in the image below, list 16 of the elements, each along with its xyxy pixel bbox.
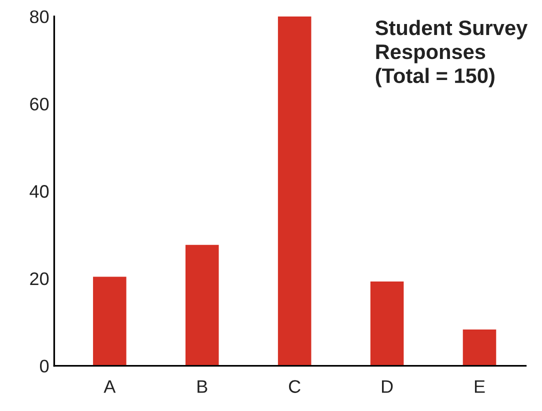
x-tick-label: D (382, 380, 393, 393)
x-tick-label: A (104, 380, 116, 393)
y-tick-label: 60 (30, 98, 49, 110)
y-tick-label: 80 (30, 10, 49, 24)
bar (278, 16, 312, 366)
text: Student Survey Responses (Total = 150) (375, 20, 528, 88)
bar (370, 282, 404, 366)
x-tick-label: C (288, 380, 300, 393)
y-tick-label: 0 (40, 360, 49, 373)
x-tick-label: B (198, 380, 208, 393)
bar (93, 276, 126, 366)
bar (185, 244, 219, 366)
bar (462, 330, 496, 366)
x-tick-label: E (474, 380, 485, 393)
y-tick-label: 20 (30, 272, 49, 286)
y-tick-label: 40 (30, 185, 49, 198)
